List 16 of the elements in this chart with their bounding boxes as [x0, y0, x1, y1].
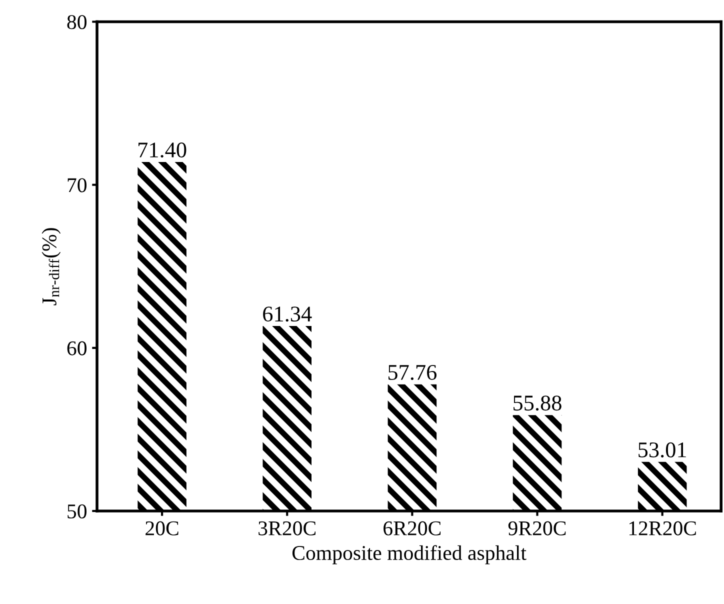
data-label: 55.88 [514, 396, 562, 411]
x-tick-label: 9R20C [508, 521, 566, 536]
data-label: 71.40 [138, 142, 186, 158]
data-label: 61.34 [263, 306, 312, 322]
x-tick-label: 20C [146, 521, 178, 536]
x-tick-label: 3R20C [258, 521, 316, 536]
y-tick-label: 50 [68, 504, 86, 518]
x-tick-label: 6R20C [384, 521, 441, 536]
y-axis-title: J$_{nr-diff}$(%) [42, 228, 61, 306]
data-label: 57.76 [388, 364, 437, 380]
data-label: 53.01 [638, 442, 686, 458]
x-tick-label: 12R20C [629, 521, 696, 536]
x-axis-title: Composite modified asphalt [292, 545, 526, 564]
y-tick-label: 60 [67, 341, 86, 356]
y-tick-label: 70 [68, 178, 86, 192]
y-tick-label: 80 [67, 15, 86, 30]
